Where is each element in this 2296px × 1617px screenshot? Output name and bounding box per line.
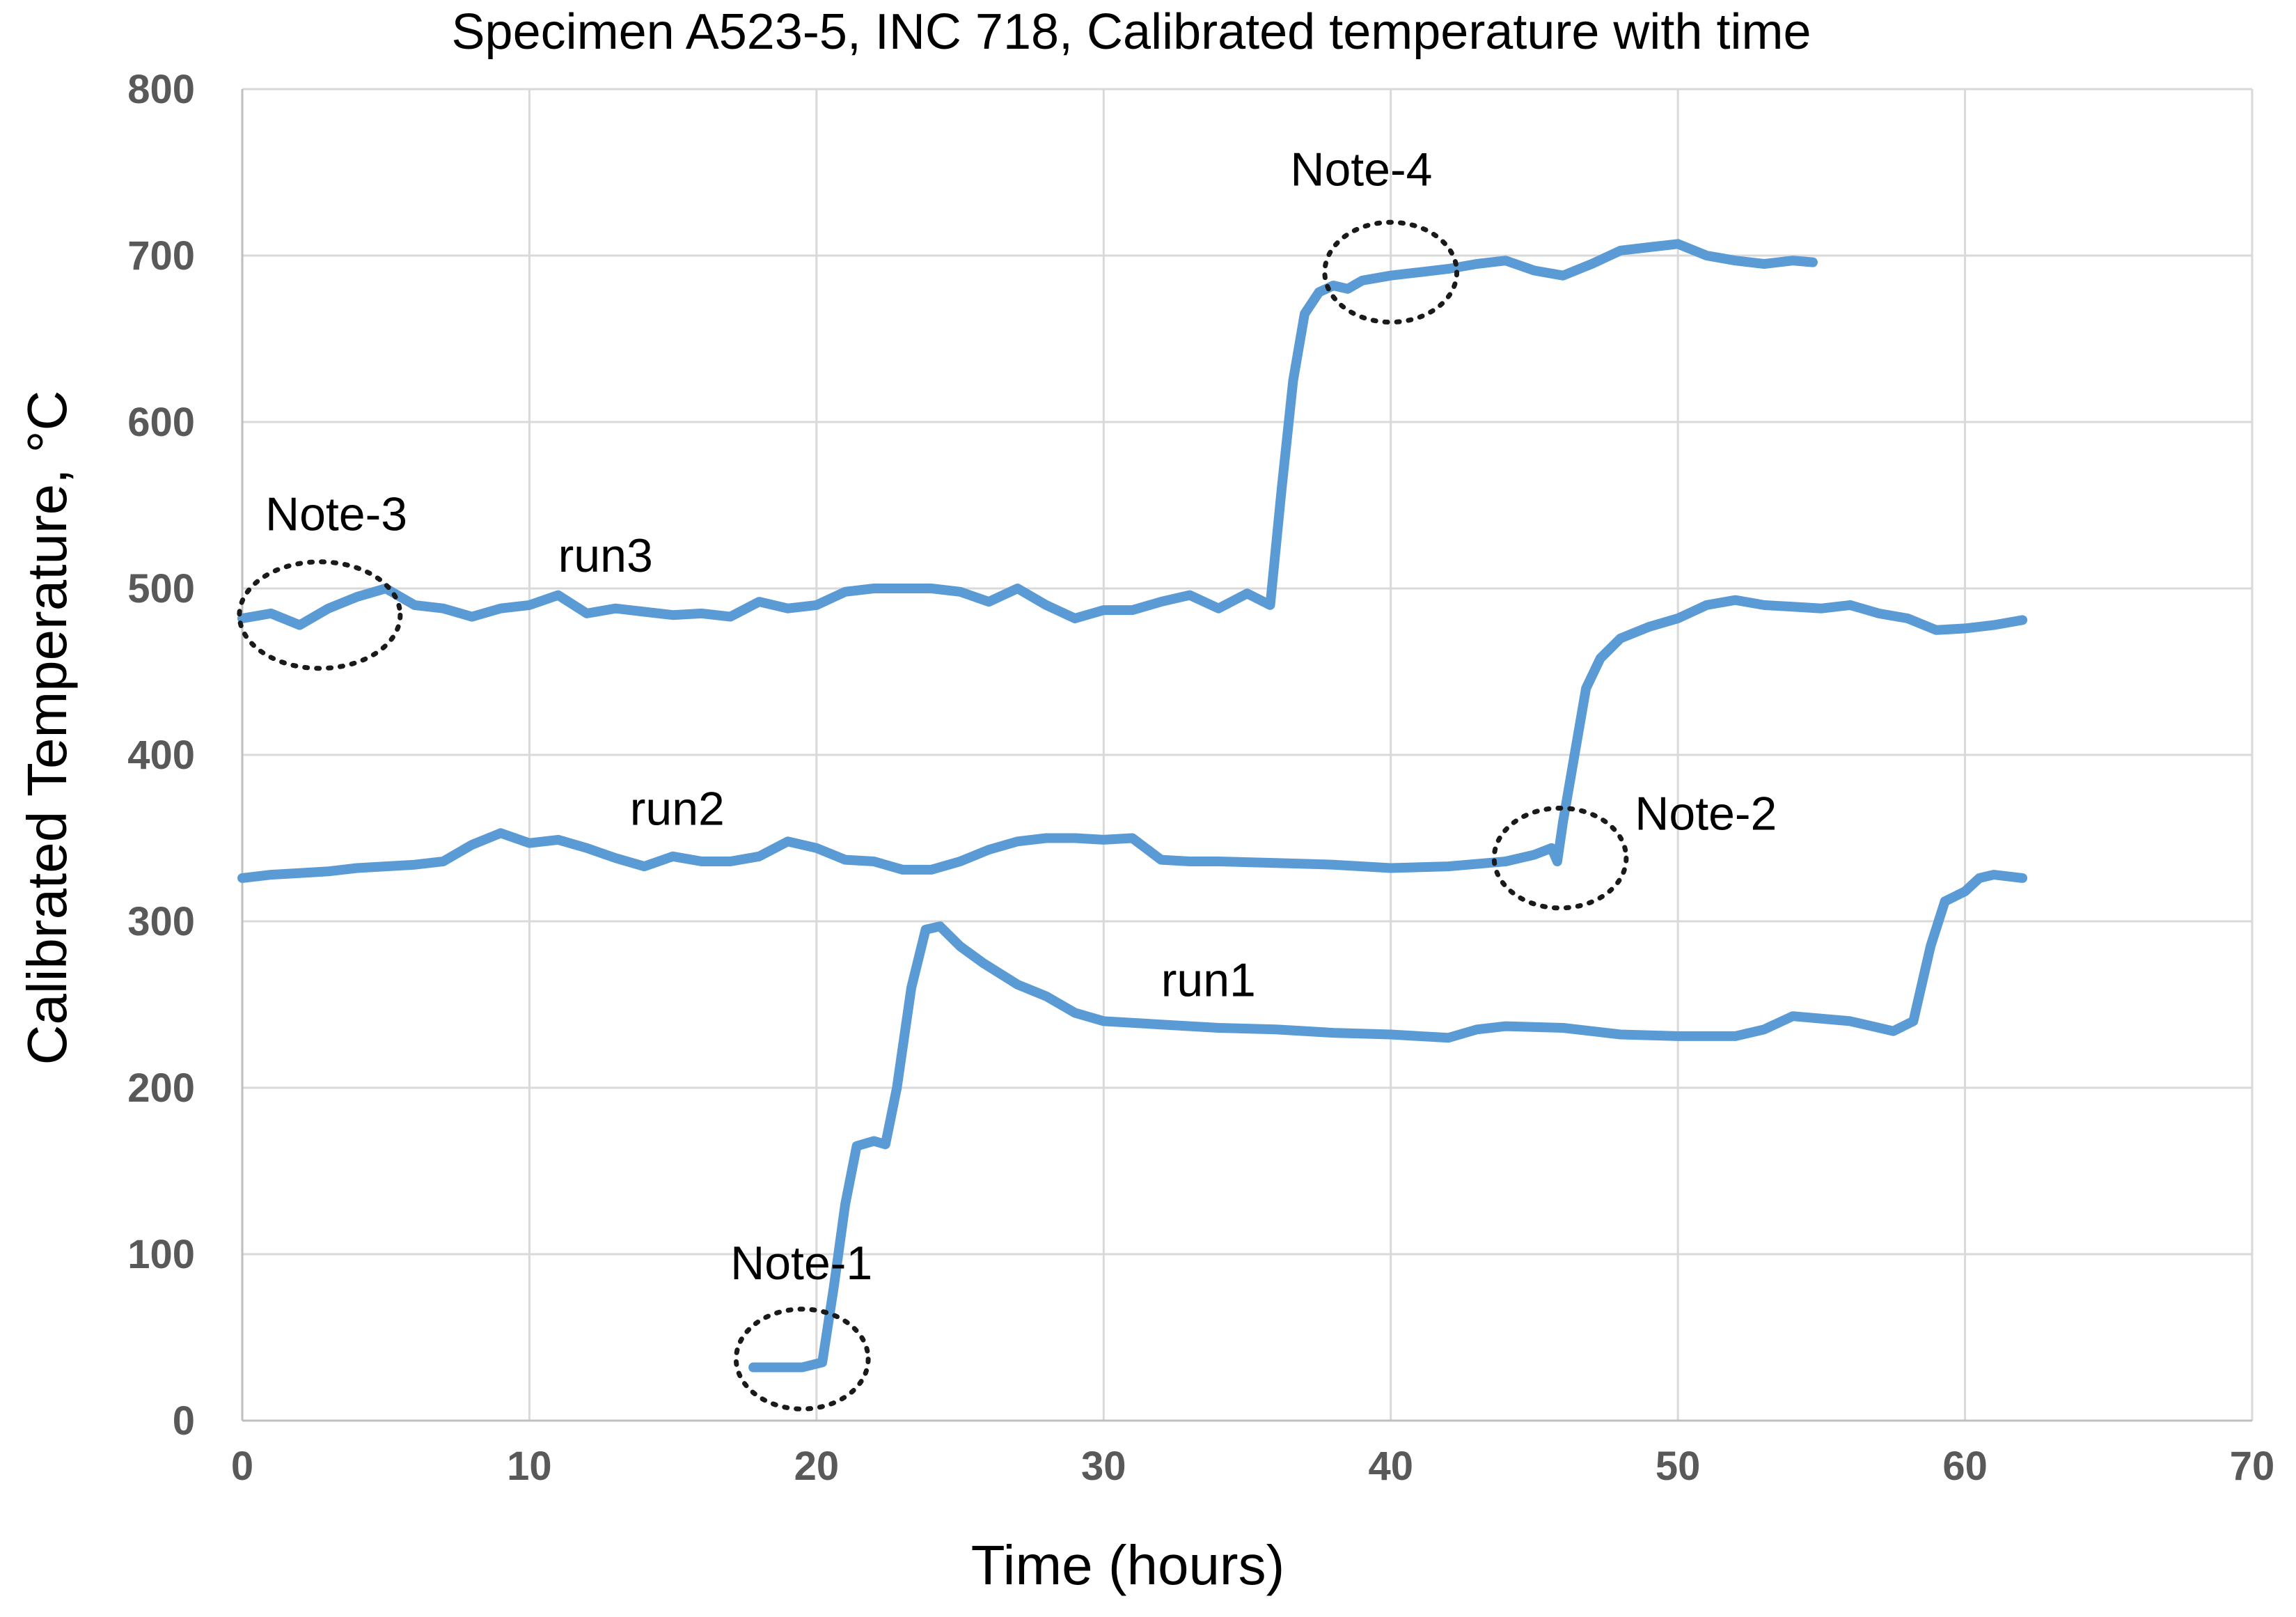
annotation-label: run3 <box>558 529 653 582</box>
annotation-label: run2 <box>630 782 725 835</box>
annotation-label: Note-4 <box>1290 143 1432 196</box>
x-tick-label: 40 <box>1368 1444 1413 1489</box>
y-tick-label: 0 <box>173 1398 195 1444</box>
x-tick-label: 60 <box>1942 1444 1988 1489</box>
x-tick-label: 20 <box>794 1444 840 1489</box>
y-tick-label: 600 <box>127 400 195 445</box>
x-tick-label: 50 <box>1656 1444 1701 1489</box>
y-axis-title: Calibrated Temperature, °C <box>16 391 78 1065</box>
note-circle <box>237 559 403 671</box>
y-tick-labels: 0 100 200 300 400 500 600 700 800 <box>127 67 195 1444</box>
note-circles <box>237 219 1629 1412</box>
x-tick-labels: 0 10 20 30 40 50 60 70 <box>231 1444 2274 1489</box>
x-axis-title: Time (hours) <box>971 1534 1284 1596</box>
y-tick-label: 200 <box>127 1065 195 1111</box>
x-tick-label: 70 <box>2230 1444 2275 1489</box>
series-line-run3 <box>237 239 1818 630</box>
series-line-run2 <box>237 595 2028 883</box>
annotation-label: Note-3 <box>265 487 407 540</box>
x-tick-label: 0 <box>231 1444 253 1489</box>
note-circle <box>733 1306 871 1412</box>
annotation-label: Note-2 <box>1635 788 1777 841</box>
gridlines <box>241 88 2254 1422</box>
annotations: Note-1 Note-2 Note-3 Note-4 run1 run2 run3 <box>265 143 1777 1290</box>
y-tick-label: 400 <box>127 733 195 778</box>
y-tick-label: 800 <box>127 67 195 112</box>
y-tick-label: 500 <box>127 566 195 611</box>
x-tick-label: 30 <box>1081 1444 1126 1489</box>
annotation-label: run1 <box>1161 954 1256 1007</box>
x-tick-label: 10 <box>507 1444 552 1489</box>
note-circle <box>1322 219 1460 325</box>
note-circle <box>1491 805 1629 911</box>
y-tick-label: 100 <box>127 1232 195 1277</box>
y-tick-label: 700 <box>127 233 195 279</box>
series-line-run1 <box>748 870 2028 1373</box>
y-tick-label: 300 <box>127 899 195 944</box>
series-lines <box>237 239 2028 1373</box>
annotation-label: Note-1 <box>730 1237 872 1290</box>
chart-title: Specimen A523-5, INC 718, Calibrated tem… <box>452 4 1811 60</box>
